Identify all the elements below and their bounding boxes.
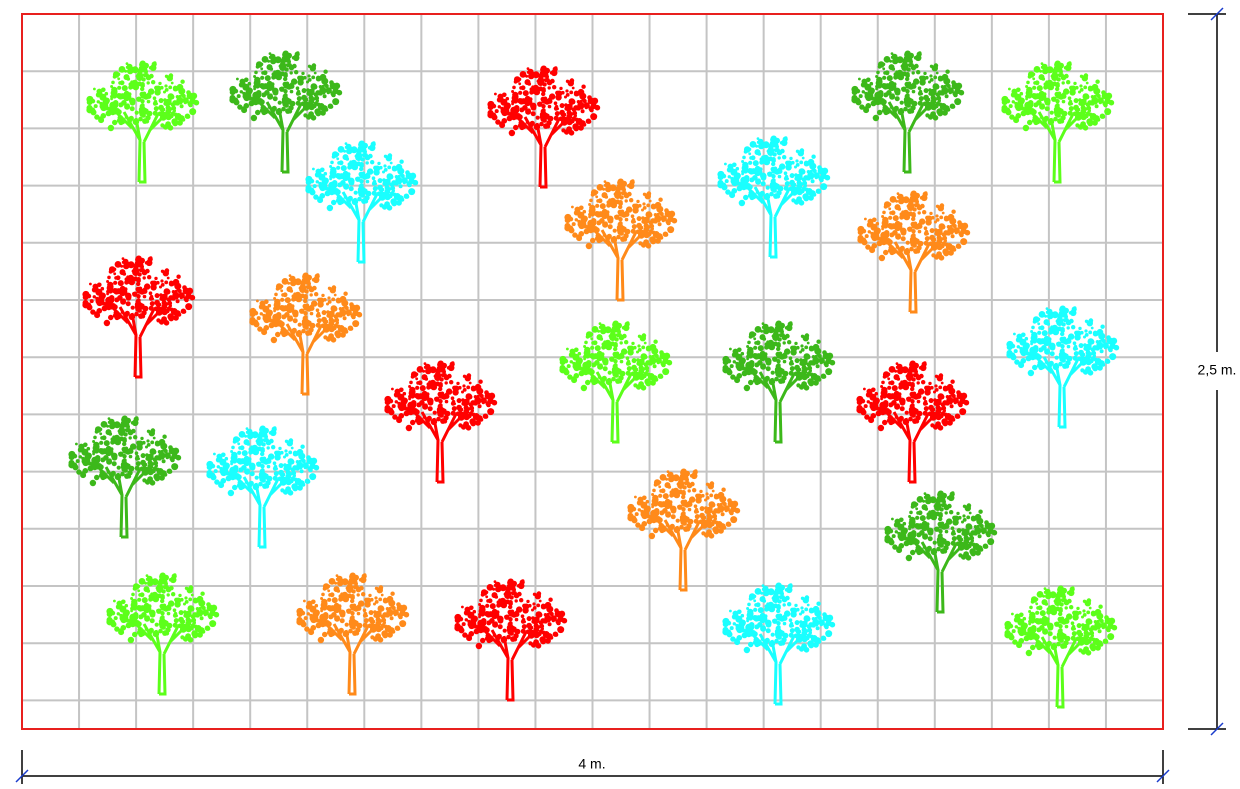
tree xyxy=(715,134,832,259)
tree xyxy=(720,581,837,706)
tree xyxy=(849,49,966,174)
tree xyxy=(1004,304,1121,429)
tree xyxy=(999,59,1116,184)
tree xyxy=(1002,584,1119,709)
tree xyxy=(557,319,674,444)
height-dimension xyxy=(1188,7,1226,736)
width-label: 4 m. xyxy=(578,756,605,772)
tree xyxy=(294,571,411,696)
height-label: 2,5 m. xyxy=(1198,362,1237,378)
tree xyxy=(84,59,201,184)
tree xyxy=(882,489,999,614)
tree xyxy=(854,359,971,484)
tree xyxy=(855,189,972,314)
tree xyxy=(452,577,569,702)
tree xyxy=(562,177,679,302)
tree xyxy=(247,271,364,396)
tree xyxy=(104,571,221,696)
tree xyxy=(66,414,183,539)
tree xyxy=(485,64,602,189)
tree xyxy=(625,467,742,592)
tree xyxy=(227,49,344,174)
trees xyxy=(66,49,1121,709)
plot-border xyxy=(21,13,1164,730)
tree xyxy=(382,359,499,484)
width-dimension xyxy=(15,750,1170,784)
tree xyxy=(720,319,837,444)
tree xyxy=(80,254,197,379)
